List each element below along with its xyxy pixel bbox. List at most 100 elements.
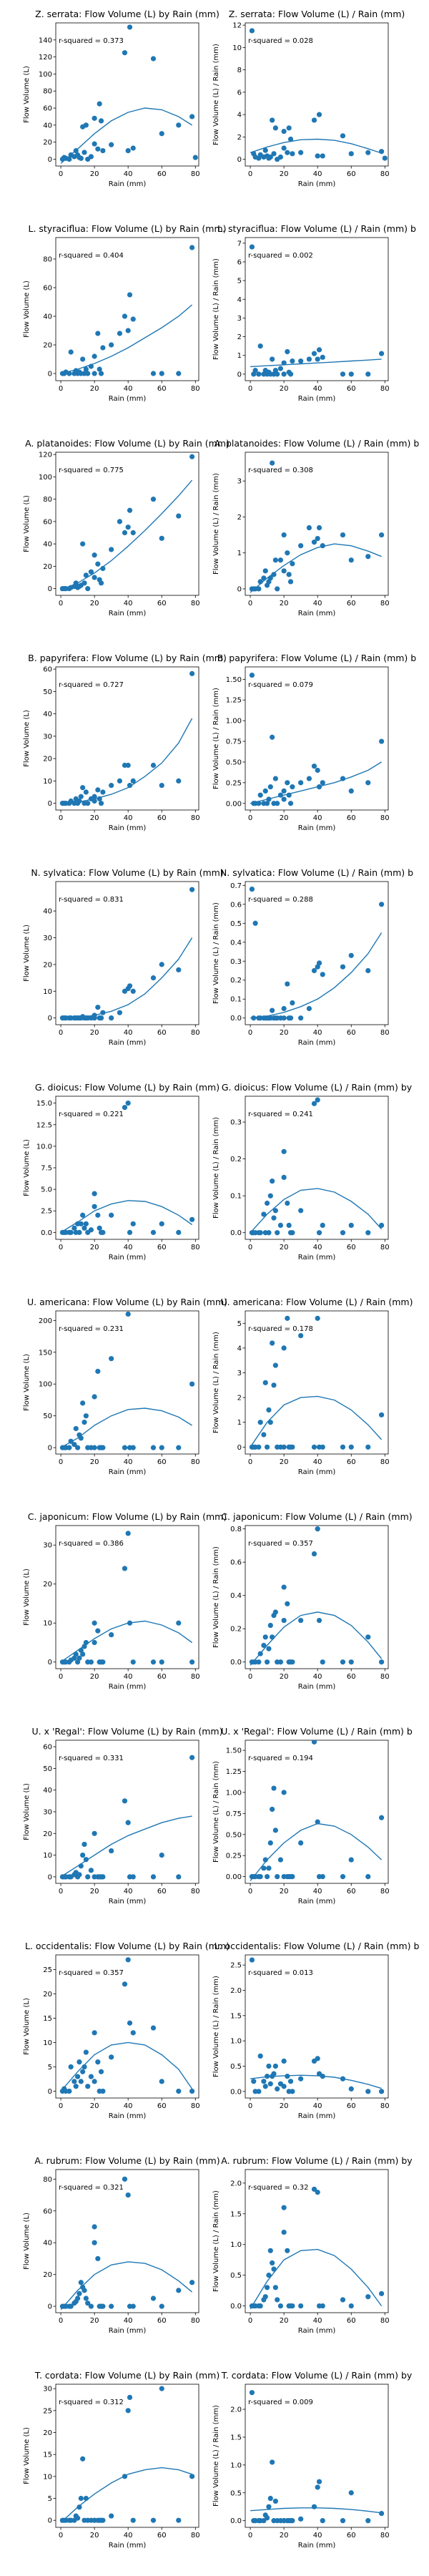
y-axis-label: Flow Volume (L) bbox=[23, 1139, 31, 1196]
y-tick-label: 3 bbox=[237, 315, 242, 323]
data-point bbox=[285, 1315, 290, 1321]
data-point bbox=[281, 2205, 287, 2210]
fit-line bbox=[60, 2467, 192, 2523]
x-tick-label: 60 bbox=[157, 2102, 167, 2110]
data-point bbox=[125, 1820, 131, 1825]
points-layer bbox=[249, 28, 388, 162]
y-tick-label: 0.0 bbox=[230, 1015, 242, 1023]
y-tick-label: 10 bbox=[43, 1852, 52, 1860]
y-tick-label: 40 bbox=[43, 1787, 52, 1795]
data-point bbox=[192, 155, 198, 160]
x-tick-label: 20 bbox=[90, 1888, 99, 1896]
y-tick-label: 30 bbox=[43, 1542, 52, 1550]
data-point bbox=[159, 131, 164, 137]
data-point bbox=[95, 561, 101, 567]
data-point bbox=[281, 1345, 287, 1351]
y-tick-label: 2 bbox=[237, 1395, 242, 1402]
data-point bbox=[100, 147, 106, 154]
data-point bbox=[98, 371, 104, 376]
data-point bbox=[97, 101, 102, 107]
data-point bbox=[80, 541, 86, 547]
data-point bbox=[130, 316, 136, 322]
y-tick-label: 0.5 bbox=[230, 920, 242, 928]
x-tick-label: 20 bbox=[280, 385, 289, 393]
chart-title: C. japonicum: Flow Volume (L) by Rain (m… bbox=[28, 1511, 227, 1522]
data-point bbox=[83, 2049, 89, 2055]
y-tick-label: 0.00 bbox=[226, 1873, 242, 1881]
data-point bbox=[272, 1828, 278, 1833]
data-point bbox=[320, 780, 325, 786]
x-tick-label: 0 bbox=[59, 600, 63, 608]
data-point bbox=[290, 358, 295, 364]
fit-line bbox=[60, 1200, 193, 1233]
x-axis-label: Rain (mm) bbox=[298, 2327, 336, 2335]
y-tick-label: 0.0 bbox=[41, 1229, 52, 1237]
y-axis-label: Flow Volume (L) / Rain (mm) bbox=[212, 473, 220, 575]
points-layer bbox=[249, 886, 385, 1021]
data-point bbox=[150, 371, 157, 376]
x-axis-label: Rain (mm) bbox=[298, 1039, 336, 1047]
r-squared-annotation: r-squared = 0.357 bbox=[59, 1969, 124, 1977]
data-point bbox=[285, 1200, 290, 1206]
data-point bbox=[83, 1413, 89, 1419]
data-point bbox=[78, 1221, 84, 1226]
data-point bbox=[315, 1526, 320, 1532]
data-point bbox=[315, 1315, 320, 1321]
data-point bbox=[176, 1874, 182, 1880]
data-point bbox=[130, 1445, 136, 1450]
x-tick-label: 60 bbox=[157, 1888, 167, 1896]
x-tick-label: 20 bbox=[90, 1029, 99, 1037]
data-point bbox=[122, 1566, 128, 1571]
data-point bbox=[100, 1229, 106, 1235]
data-point bbox=[266, 1407, 272, 1413]
data-point bbox=[340, 2297, 346, 2303]
data-point bbox=[272, 125, 278, 131]
chart-panel: L. occidentalis: Flow Volume (L) / Rain … bbox=[212, 1941, 419, 2120]
data-point bbox=[270, 1178, 275, 1184]
data-point bbox=[83, 1857, 89, 1863]
axes-frame bbox=[245, 1096, 389, 1240]
x-tick-label: 60 bbox=[347, 2532, 356, 2540]
points-layer bbox=[59, 2176, 195, 2309]
data-point bbox=[271, 1785, 277, 1791]
chart-title: U. americana: Flow Volume (L) by Rain (m… bbox=[27, 1297, 227, 1307]
x-tick-label: 20 bbox=[280, 2532, 289, 2540]
y-tick-label: 0.4 bbox=[230, 939, 242, 947]
data-point bbox=[365, 2294, 371, 2300]
axes-frame bbox=[55, 666, 199, 811]
y-tick-label: 50 bbox=[43, 688, 52, 696]
fit-line bbox=[250, 543, 382, 593]
data-point bbox=[348, 2303, 354, 2309]
x-axis-label: Rain (mm) bbox=[298, 1468, 336, 1476]
data-point bbox=[127, 507, 133, 513]
y-tick-label: 0.0 bbox=[230, 1229, 242, 1237]
y-axis-label: Flow Volume (L) / Rain (mm) bbox=[212, 44, 220, 145]
data-point bbox=[109, 142, 114, 147]
y-tick-label: 0.50 bbox=[226, 1831, 242, 1839]
data-point bbox=[249, 28, 255, 34]
y-tick-label: 0 bbox=[48, 585, 52, 593]
x-tick-label: 60 bbox=[347, 385, 356, 393]
fit-line bbox=[60, 107, 192, 164]
data-point bbox=[262, 2084, 268, 2089]
r-squared-annotation: r-squared = 0.775 bbox=[59, 467, 124, 474]
data-point bbox=[82, 1419, 87, 1425]
fit-line bbox=[250, 138, 382, 154]
data-point bbox=[257, 1230, 263, 1236]
data-point bbox=[272, 557, 278, 563]
x-tick-label: 60 bbox=[157, 1458, 167, 1466]
data-point bbox=[270, 2459, 275, 2465]
x-tick-label: 20 bbox=[280, 1458, 289, 1466]
data-point bbox=[159, 2386, 164, 2391]
y-tick-label: 0.0 bbox=[230, 1659, 242, 1667]
data-point bbox=[275, 1873, 280, 1880]
x-tick-label: 0 bbox=[59, 2317, 63, 2325]
data-point bbox=[127, 1229, 133, 1235]
y-axis-label: Flow Volume (L) bbox=[23, 2212, 31, 2270]
r-squared-annotation: r-squared = 0.32 bbox=[248, 2184, 309, 2192]
y-tick-label: 4 bbox=[237, 296, 242, 304]
y-tick-label: 5 bbox=[237, 278, 242, 286]
y-tick-label: 0.7 bbox=[230, 882, 242, 890]
y-axis-label: Flow Volume (L) bbox=[23, 66, 31, 123]
data-point bbox=[130, 778, 136, 784]
